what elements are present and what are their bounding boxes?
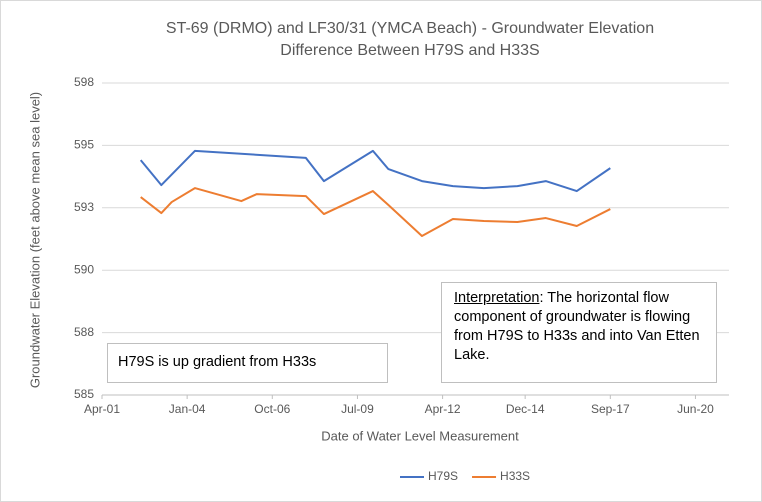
annotation-label: Interpretation: [454, 290, 540, 306]
legend-label: H33S: [500, 469, 530, 483]
x-tick-label: Apr-01: [84, 402, 120, 416]
x-axis-label: Date of Water Level Measurement: [321, 428, 519, 443]
x-tick-label: Apr-12: [425, 402, 461, 416]
series-line: [139, 149, 611, 193]
annotation-text: : The horizontal flow component of groun…: [454, 290, 700, 363]
x-tick-label: Dec-14: [506, 402, 545, 416]
annotation-text: H79S is up gradient from H33s: [118, 354, 317, 370]
chart-title: ST-69 (DRMO) and LF30/31 (YMCA Beach) - …: [165, 20, 655, 37]
x-tick-label: Oct-06: [254, 402, 290, 416]
x-tick-label: Sep-17: [591, 402, 630, 416]
annotation-box: H79S is up gradient from H33s: [107, 343, 388, 383]
y-axis-label: Groundwater Elevation (feet above mean s…: [27, 92, 42, 388]
x-tick-label: Jul-09: [341, 402, 374, 416]
x-tick-label: Jan-04: [169, 402, 206, 416]
y-tick-label: 590: [74, 262, 94, 276]
y-tick-label: 588: [74, 325, 94, 339]
y-tick-label: 585: [74, 387, 94, 401]
annotation-box: Interpretation: The horizontal flow comp…: [441, 282, 717, 383]
y-tick-label: 595: [74, 138, 94, 152]
legend-label: H79S: [428, 469, 458, 483]
series-line: [140, 187, 611, 238]
chart-title: Difference Between H79S and H33S: [280, 42, 540, 59]
y-tick-label: 598: [74, 75, 94, 89]
x-tick-label: Jun-20: [677, 402, 714, 416]
y-tick-label: 593: [74, 200, 94, 214]
